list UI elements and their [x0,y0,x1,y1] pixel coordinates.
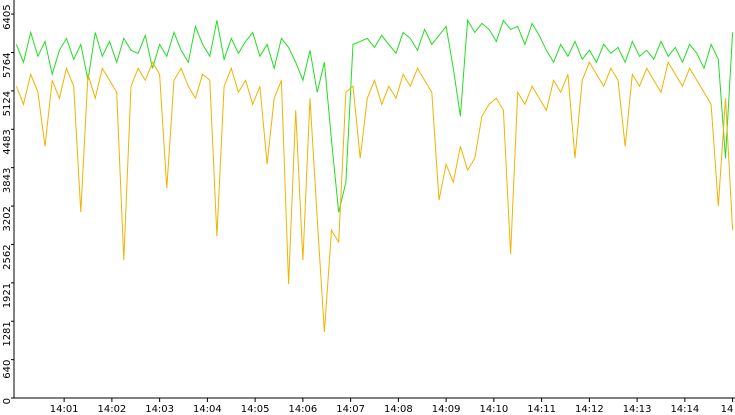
x-tick-label: 14:14 [670,404,699,415]
y-tick-label: 1281 [2,321,13,346]
x-tick-label: 14:08 [384,404,413,415]
y-tick-label: 0 [2,398,13,404]
y-tick-label: 640 [2,360,13,379]
y-tick-label: 5124 [2,91,13,116]
x-tick-label: 14 [721,404,734,415]
x-tick-label: 14:02 [97,404,126,415]
x-tick-label: 14:07 [336,404,365,415]
series-line [15,60,734,333]
x-tick-label: 14:09 [432,404,461,415]
y-tick-label: 3843 [2,168,13,193]
x-tick-label: 14:04 [193,404,222,415]
x-tick-label: 14:06 [288,404,317,415]
x-tick-label: 14:01 [50,404,79,415]
x-tick-label: 14:13 [623,404,652,415]
x-tick-label: 14:10 [479,404,508,415]
x-tick-label: 14:12 [575,404,604,415]
x-tick-label: 14:05 [241,404,270,415]
y-tick-label: 1921 [2,283,13,308]
y-tick-label: 6405 [2,4,13,29]
y-tick-label: 2562 [2,244,13,269]
y-tick-label: 4483 [2,129,13,154]
y-tick-label: 3202 [2,206,13,231]
y-tick-label: 5764 [2,53,13,78]
x-tick-label: 14:03 [145,404,174,415]
series-line [15,18,734,213]
x-tick-label: 14:11 [527,404,556,415]
